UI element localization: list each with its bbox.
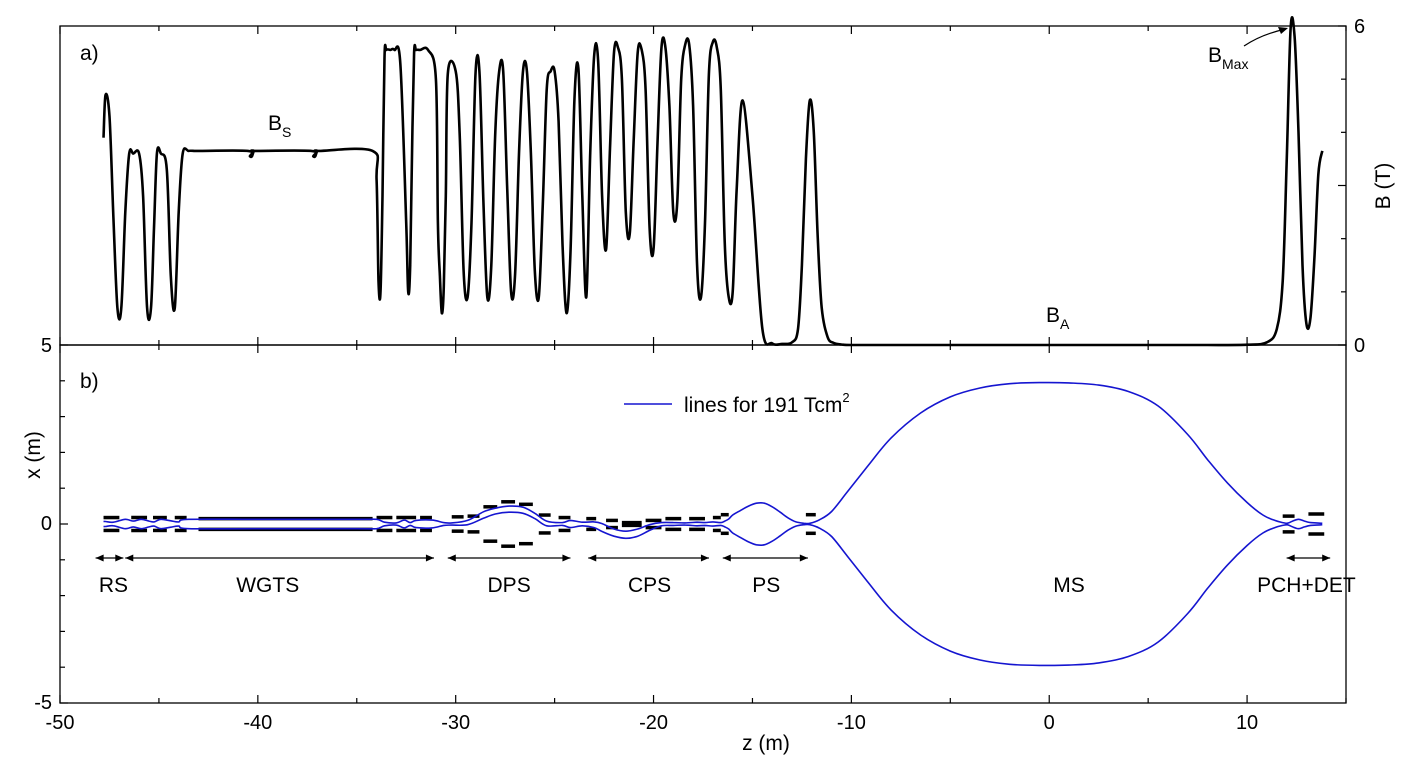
region-arrowhead-left <box>95 554 104 562</box>
z-tick-label: 10 <box>1236 712 1258 734</box>
region-arrowhead-left <box>1286 554 1295 562</box>
flux-line-lower <box>103 511 1323 667</box>
region-label-ms: MS <box>1053 574 1085 597</box>
z-tick-label: -10 <box>837 712 866 734</box>
panel-a-label: a) <box>80 42 99 65</box>
region-label-cps: CPS <box>628 574 671 597</box>
legend-text: lines for 191 Tcm <box>684 394 842 417</box>
panel-b: RS WGTS DPS CPS PS MS PCH+DET b) lines for 191… <box>22 335 1356 755</box>
region-label-ps: PS <box>752 574 780 597</box>
region-arrowhead-right <box>799 554 808 562</box>
region-arrowhead-left <box>722 554 731 562</box>
x-axis-tick-left-m5: -5 <box>34 692 52 714</box>
legend-sup: 2 <box>842 390 849 405</box>
region-label-pch+det: PCH+DET <box>1257 574 1356 597</box>
panel-b-label: b) <box>80 370 99 393</box>
panel-a-frame <box>59 25 1347 346</box>
z-tick-label: -50 <box>46 712 75 734</box>
panel-b-x-ticks <box>59 345 1347 703</box>
z-axis-tick-labels: -50 -40 -30 -20 -10 0 10 <box>46 712 1259 734</box>
bs-annotation: BS <box>268 112 291 140</box>
region-arrowhead-right <box>1322 554 1331 562</box>
ba-annotation: BA <box>1046 304 1070 332</box>
region-arrowhead-right <box>700 554 709 562</box>
panel-a-y-ticks <box>1338 25 1346 346</box>
region-arrowhead-left <box>125 554 134 562</box>
ba-main: B <box>1046 304 1060 327</box>
x-axis-tick-left-5: 5 <box>41 335 52 357</box>
region-arrowhead-right <box>115 554 124 562</box>
z-tick-label: 0 <box>1044 712 1055 734</box>
bmax-annotation: BMax <box>1208 44 1248 72</box>
b-axis-tick-0: 0 <box>1354 335 1365 357</box>
region-arrowhead-right <box>425 554 434 562</box>
bmax-main: B <box>1208 44 1222 67</box>
panel-a: a) BS BA BMax 6 0 B (T) <box>59 16 1395 357</box>
region-label-dps: DPS <box>488 574 531 597</box>
z-tick-label: -30 <box>441 712 470 734</box>
b-axis-label: B (T) <box>1372 163 1395 210</box>
region-arrowhead-left <box>447 554 456 562</box>
region-arrowhead-left <box>588 554 597 562</box>
panel-a-x-ticks <box>59 26 1347 345</box>
z-axis-label: z (m) <box>742 732 790 755</box>
b-axis-tick-6: 6 <box>1354 16 1365 38</box>
bmax-pointer-arrowhead <box>1278 27 1288 34</box>
legend-label: lines for 191 Tcm2 <box>684 390 850 417</box>
bmax-sub: Max <box>1222 56 1248 72</box>
z-tick-label: -20 <box>639 712 668 734</box>
x-axis-label: x (m) <box>22 431 45 479</box>
bs-sub: S <box>282 124 291 140</box>
bmax-pointer-arrow <box>1243 28 1287 47</box>
region-markers: RS WGTS DPS CPS PS MS PCH+DET <box>95 554 1356 597</box>
flux-line-upper <box>103 381 1323 533</box>
magnet-segments <box>103 500 1325 548</box>
x-axis-tick-left-0: 0 <box>41 513 52 535</box>
panel-b-y-ticks <box>60 344 68 704</box>
b-field-curve <box>102 16 1324 347</box>
region-label-rs: RS <box>99 574 128 597</box>
region-arrowhead-right <box>562 554 571 562</box>
z-tick-label: -40 <box>243 712 272 734</box>
ba-sub: A <box>1060 316 1070 332</box>
region-label-wgts: WGTS <box>236 574 299 597</box>
bs-main: B <box>268 112 282 135</box>
